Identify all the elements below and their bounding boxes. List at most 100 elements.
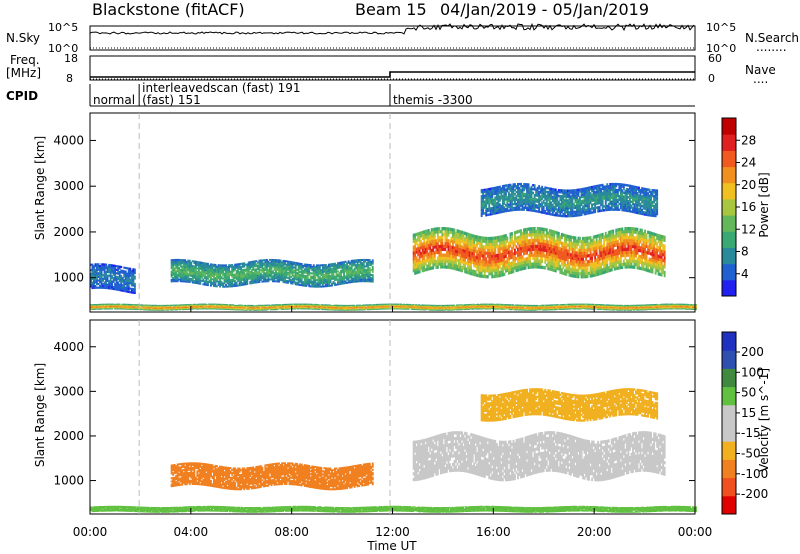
echo-cell <box>189 303 192 305</box>
echo-cell <box>99 304 101 305</box>
freq-frame <box>89 55 696 81</box>
echo-cell <box>130 304 133 305</box>
echo-cell <box>208 305 210 306</box>
echo-cell <box>139 304 142 306</box>
echo-cell <box>114 307 117 308</box>
echo-cell <box>126 305 129 307</box>
echo-cell <box>206 306 209 308</box>
echo-cell <box>117 305 120 306</box>
nsky-trace <box>89 22 695 49</box>
echo-cell <box>218 304 221 305</box>
echo-cell <box>171 309 174 311</box>
echo-cell <box>133 305 136 307</box>
echo-cell <box>136 304 139 305</box>
echo-cell <box>141 305 144 306</box>
echo-cell <box>144 306 147 308</box>
echo-cell <box>93 305 95 307</box>
echo-cell <box>129 304 132 306</box>
echo-cell <box>142 304 145 306</box>
echo-cell <box>191 304 194 306</box>
echo-cell <box>118 308 121 310</box>
echo-cell <box>194 303 197 305</box>
echo-cell <box>100 305 103 306</box>
echo-cell <box>194 307 197 309</box>
echo-cell <box>188 305 191 306</box>
echo-cell <box>152 309 154 311</box>
echo-cell <box>159 305 162 307</box>
echo-cell <box>174 309 177 311</box>
echo-cell <box>217 303 219 305</box>
echo-cell <box>204 303 207 305</box>
echo-cell <box>152 308 154 310</box>
echo-cell <box>94 307 97 309</box>
echo-cell <box>167 305 169 306</box>
echo-cell <box>109 305 112 306</box>
echo-cell <box>121 306 124 308</box>
echo-cell <box>144 305 147 307</box>
echo-cell <box>133 309 136 310</box>
echo-cell <box>96 307 98 308</box>
echo-cell <box>156 309 159 310</box>
nsky-label: N.Sky <box>6 31 40 45</box>
echo-cell <box>108 305 111 306</box>
echo-cell <box>215 306 218 307</box>
echo-cell <box>167 304 169 306</box>
echo-cell <box>99 303 101 305</box>
echo-cell <box>109 305 112 307</box>
echo-cell <box>191 306 194 307</box>
echo-cell <box>121 307 124 308</box>
echo-cell <box>191 305 194 307</box>
echo-cell <box>132 307 135 308</box>
echo-cell <box>149 308 151 309</box>
echo-cell <box>198 304 201 306</box>
echo-cell <box>167 308 169 310</box>
echo-cell <box>179 304 182 306</box>
echo-cell <box>118 305 121 306</box>
echo-cell <box>133 304 136 305</box>
echo-cell <box>117 303 120 305</box>
nsearch-tick-top: 10^5 <box>706 21 736 34</box>
nsearch-dots: ........ <box>756 40 787 54</box>
echo-cell <box>162 304 165 306</box>
echo-cell <box>150 307 153 309</box>
nave-dots: .... <box>753 72 768 86</box>
echo-cell <box>142 307 145 308</box>
echo-cell <box>208 303 210 305</box>
echo-cell <box>177 304 180 306</box>
echo-cell <box>91 304 94 306</box>
echo-cell <box>206 304 209 305</box>
echo-cell <box>97 304 100 306</box>
echo-cell <box>118 304 121 306</box>
echo-cell <box>170 308 173 310</box>
echo-cell <box>121 305 124 306</box>
echo-cell <box>171 308 174 309</box>
echo-cell <box>133 308 136 309</box>
echo-cell <box>99 308 101 309</box>
echo-cell <box>91 304 94 305</box>
echo-cell <box>114 304 117 306</box>
freq-line <box>90 71 695 78</box>
echo-cell <box>208 308 210 310</box>
echo-cell <box>198 305 201 306</box>
echo-cell <box>139 305 142 306</box>
echo-cell <box>108 306 111 308</box>
echo-cell <box>174 307 177 309</box>
echo-cell <box>204 305 207 307</box>
cpid-segment-label: normal <box>93 93 135 107</box>
echo-cell <box>185 305 188 307</box>
echo-cell <box>212 303 215 305</box>
echo-cell <box>156 308 159 310</box>
echo-cell <box>198 307 201 308</box>
echo-cell <box>144 305 147 307</box>
echo-cell <box>179 307 182 308</box>
echo-cell <box>97 308 100 309</box>
echo-cell <box>218 303 221 305</box>
echo-cell <box>170 306 173 308</box>
echo-cell <box>201 306 204 308</box>
echo-cell <box>161 307 163 309</box>
echo-cell <box>168 305 171 307</box>
echo-cell <box>182 306 185 307</box>
echo-cell <box>102 303 104 305</box>
echo-cell <box>200 306 203 308</box>
echo-cell <box>152 305 154 306</box>
